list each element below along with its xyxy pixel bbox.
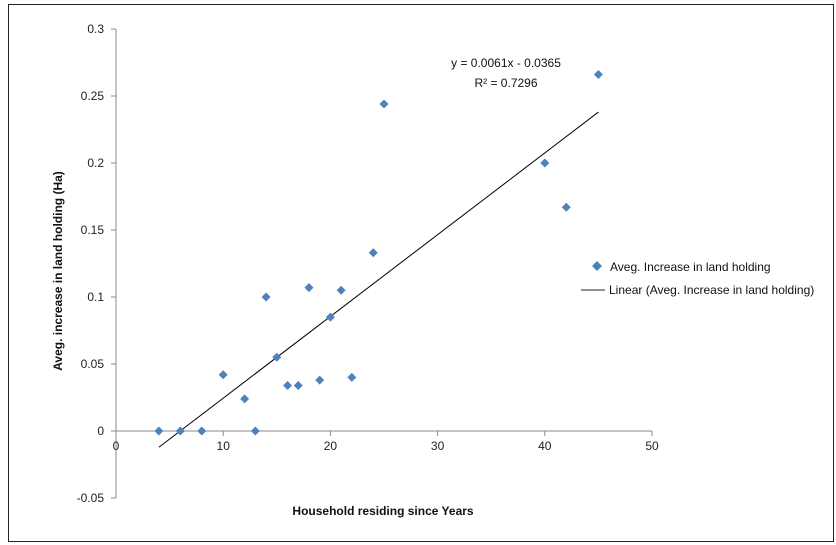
data-point — [197, 426, 207, 436]
scatter-chart: -0.05 0 0.05 0.1 0.15 0.2 0.25 0.3 0 10 20 30 40 50 y… — [51, 22, 814, 518]
data-point — [304, 283, 314, 293]
legend: Aveg. Increase in land holding Linear (A… — [581, 260, 814, 297]
trendline-layer — [158, 111, 599, 448]
data-point — [240, 394, 250, 404]
trendline — [158, 111, 599, 448]
tick-labels: -0.05 0 0.05 0.1 0.15 0.2 0.25 0.3 0 10 20 30 40 50 — [77, 22, 659, 505]
data-point — [379, 99, 389, 109]
data-point — [218, 370, 228, 380]
chart-frame: -0.05 0 0.05 0.1 0.15 0.2 0.25 0.3 0 10 20 30 40 50 y… — [8, 4, 834, 542]
x-tick-label: 50 — [645, 439, 659, 453]
x-tick-label: 40 — [538, 439, 552, 453]
axes — [111, 28, 653, 499]
data-point — [261, 292, 271, 302]
legend-marker-series — [592, 261, 602, 271]
trendline-equation: y = 0.0061x - 0.0365 — [451, 56, 561, 70]
data-point — [540, 158, 550, 168]
data-point — [347, 372, 357, 382]
y-tick-label: 0.3 — [87, 22, 104, 36]
y-tick-label: 0.15 — [81, 223, 105, 237]
x-tick-label: 20 — [324, 439, 338, 453]
data-point — [175, 426, 185, 436]
legend-label-series: Aveg. Increase in land holding — [610, 260, 771, 274]
y-axis-title: Aveg. increase in land holding (Ha) — [51, 171, 65, 371]
trendline-r2: R² = 0.7296 — [474, 76, 537, 90]
data-points — [154, 70, 603, 436]
data-point — [272, 352, 282, 362]
data-point — [154, 426, 164, 436]
y-tick-label: 0.25 — [81, 89, 105, 103]
data-point — [250, 426, 260, 436]
legend-label-trendline: Linear (Aveg. Increase in land holding) — [609, 283, 814, 297]
x-tick-label: 30 — [431, 439, 445, 453]
data-point — [315, 375, 325, 385]
data-point — [293, 380, 303, 390]
y-tick-label: 0.1 — [87, 290, 104, 304]
y-tick-label: 0.2 — [87, 156, 104, 170]
data-point — [336, 285, 346, 295]
x-axis-title: Household residing since Years — [292, 504, 474, 518]
y-tick-label: 0 — [97, 424, 104, 438]
data-point — [283, 380, 293, 390]
x-tick-label: 0 — [113, 439, 120, 453]
y-tick-label: -0.05 — [77, 491, 105, 505]
data-point — [368, 248, 378, 258]
data-point — [561, 202, 571, 212]
data-point — [593, 70, 603, 80]
y-tick-label: 0.05 — [81, 357, 105, 371]
data-point — [325, 312, 335, 322]
x-tick-label: 10 — [217, 439, 231, 453]
